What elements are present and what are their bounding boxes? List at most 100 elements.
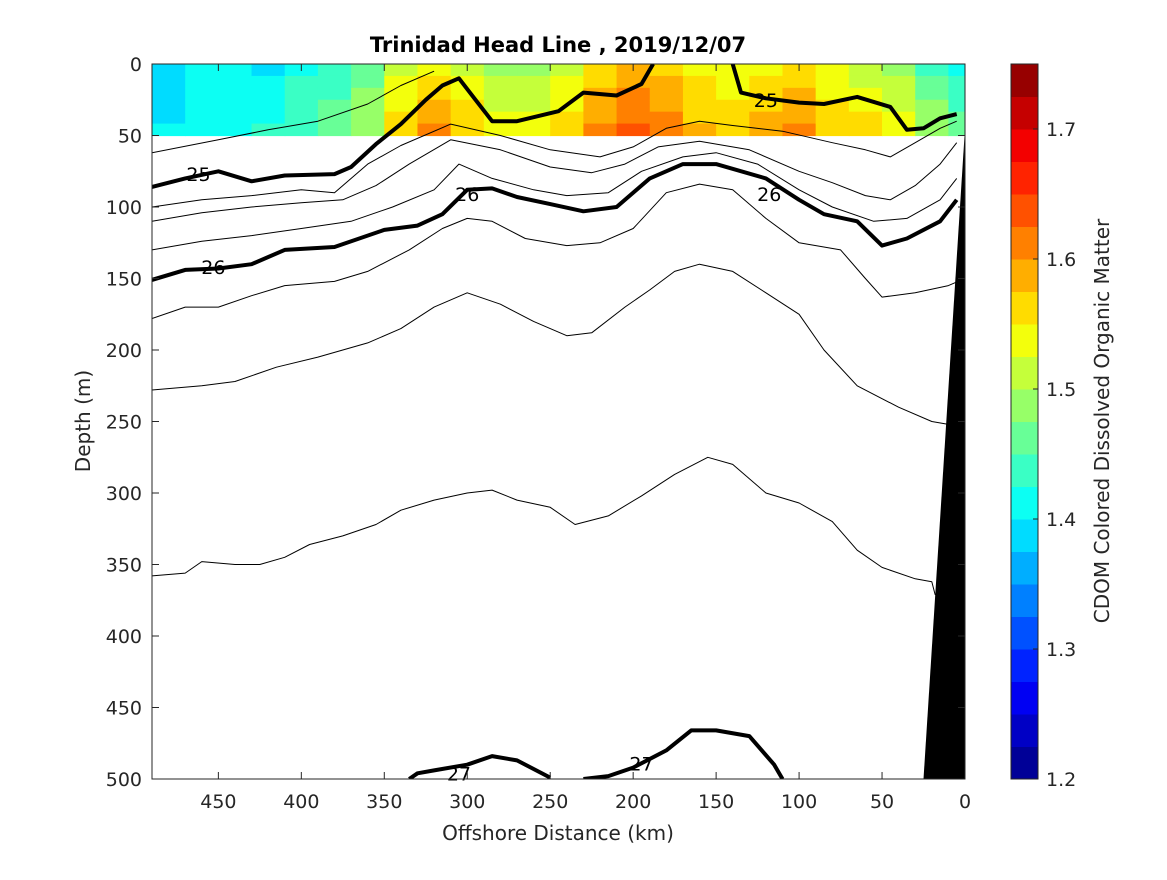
isopycnal xyxy=(152,263,949,425)
y-tick-label: 50 xyxy=(118,126,142,148)
cdom-cell xyxy=(583,123,618,137)
colorbar-segment xyxy=(1011,96,1038,130)
y-tick-label: 450 xyxy=(106,698,142,720)
colorbar-segment xyxy=(1011,161,1038,195)
colorbar-segment xyxy=(1011,681,1038,715)
colorbar-segment xyxy=(1011,194,1038,227)
cdom-cell xyxy=(218,111,253,125)
contour-label: 25 xyxy=(186,164,210,186)
cdom-cell xyxy=(351,64,385,77)
y-tick-label: 250 xyxy=(106,412,142,434)
cdom-cell xyxy=(284,75,319,89)
colorbar-segment xyxy=(1011,551,1038,585)
cdom-cell xyxy=(649,64,684,77)
land-wedge xyxy=(923,128,965,779)
cdom-cell xyxy=(649,111,684,125)
cdom-cell xyxy=(517,87,551,101)
cdom-cell xyxy=(848,75,883,89)
isopycnal xyxy=(152,183,965,319)
cdom-cell xyxy=(815,87,850,101)
colorbar-label: CDOM Colored Dissolved Organic Matter xyxy=(1090,218,1114,623)
isopycnal xyxy=(152,120,957,208)
cdom-cell xyxy=(450,111,485,125)
cdom-cell xyxy=(782,87,817,101)
isopycnal xyxy=(152,456,949,597)
cdom-cell xyxy=(915,64,950,77)
y-axis-label: Depth (m) xyxy=(71,370,95,472)
contour-label: 27 xyxy=(629,753,653,775)
cdom-cell xyxy=(649,75,684,89)
contour-label: 25 xyxy=(754,90,778,112)
isopycnal-bold xyxy=(152,64,655,189)
cdom-cell xyxy=(417,64,452,77)
cdom-cell xyxy=(517,123,551,137)
cdom-cell xyxy=(483,75,518,89)
x-tick-label: 200 xyxy=(615,791,651,813)
cdom-cell xyxy=(649,99,684,113)
cdom-cell xyxy=(152,87,186,101)
cdom-cell xyxy=(152,111,186,125)
cdom-cell xyxy=(450,123,485,137)
cdom-cell xyxy=(948,64,965,77)
x-tick-label: 350 xyxy=(366,791,402,813)
cdom-cell xyxy=(218,123,253,137)
y-tick-label: 500 xyxy=(106,769,142,791)
colorbar-tick-label: 1.4 xyxy=(1046,509,1076,531)
x-tick-label: 100 xyxy=(781,791,817,813)
cdom-cell xyxy=(417,123,452,137)
cdom-cell xyxy=(882,87,916,101)
chart-title: Trinidad Head Line , 2019/12/07 xyxy=(370,33,746,57)
cdom-cell xyxy=(915,111,950,125)
cdom-cell xyxy=(517,99,551,113)
cdom-cell xyxy=(815,64,850,77)
cdom-cell xyxy=(583,75,618,89)
cdom-cell xyxy=(251,75,286,89)
colorbar-tick-label: 1.3 xyxy=(1046,639,1076,661)
cdom-cell xyxy=(948,87,965,101)
cdom-cell xyxy=(848,64,883,77)
cdom-cell xyxy=(185,123,219,137)
isopycnal-bold xyxy=(583,728,785,779)
y-tick-label: 200 xyxy=(106,340,142,362)
colorbar-segment xyxy=(1011,64,1038,97)
colorbar-tick-label: 1.7 xyxy=(1046,119,1076,141)
colorbar-segment xyxy=(1011,389,1038,422)
colorbar-segment xyxy=(1011,421,1038,455)
cdom-cell xyxy=(583,111,618,125)
cdom-cell xyxy=(251,64,286,77)
cdom-cell xyxy=(384,99,419,113)
cdom-cell xyxy=(682,123,717,137)
cdom-cell xyxy=(483,123,518,137)
colorbar-segment xyxy=(1011,226,1038,260)
cdom-cell xyxy=(384,64,419,77)
cdom-cell xyxy=(317,64,352,77)
cdom-cell xyxy=(749,64,784,77)
cdom-cell xyxy=(882,64,916,77)
colorbar-segment xyxy=(1011,584,1038,617)
cdom-cell xyxy=(815,123,850,137)
cdom-cell xyxy=(185,99,219,113)
colorbar-segment xyxy=(1011,291,1038,325)
cdom-cell xyxy=(749,75,784,89)
cdom-cell xyxy=(550,123,584,137)
cdom-cell xyxy=(483,99,518,113)
cdom-cell xyxy=(351,87,385,101)
cdom-cell xyxy=(749,123,784,137)
contour-label: 26 xyxy=(757,184,781,206)
colorbar-segment xyxy=(1011,259,1038,292)
y-tick-label: 300 xyxy=(106,483,142,505)
cdom-cell xyxy=(550,75,584,89)
cdom-cell xyxy=(848,123,883,137)
cdom-cell xyxy=(284,87,319,101)
cdom-cell xyxy=(649,87,684,101)
colorbar-segment xyxy=(1011,129,1038,162)
cdom-cell xyxy=(417,99,452,113)
cdom-cell xyxy=(218,99,253,113)
cdom-cell xyxy=(550,64,584,77)
x-tick-label: 450 xyxy=(200,791,236,813)
cdom-cell xyxy=(616,123,651,137)
cdom-cell xyxy=(251,87,286,101)
isopycnal-bold xyxy=(730,64,958,132)
contour-label: 27 xyxy=(447,763,471,785)
cdom-cell xyxy=(682,99,717,113)
